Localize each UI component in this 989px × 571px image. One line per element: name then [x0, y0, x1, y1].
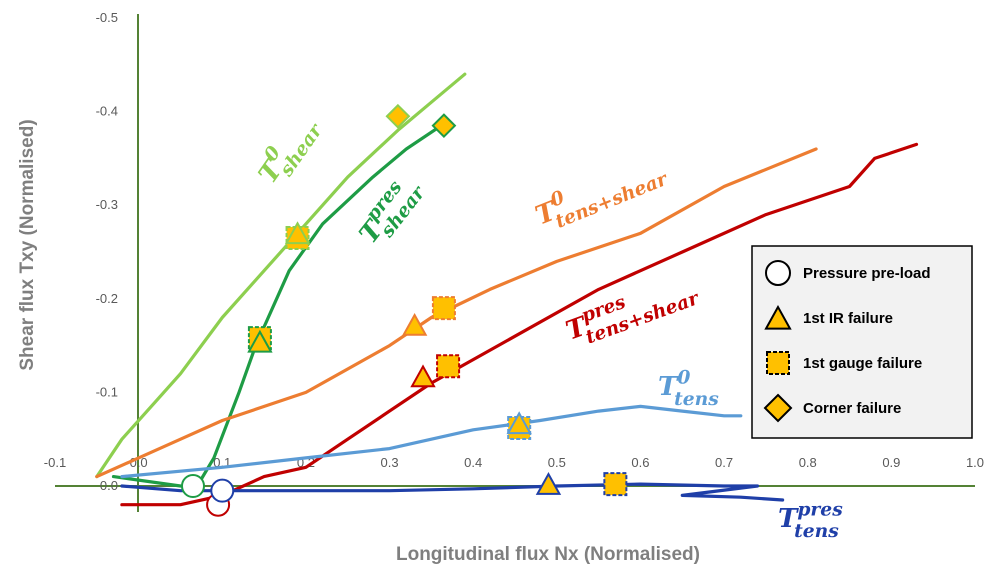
x-tick-label: 0.6	[631, 455, 649, 470]
series-label-sup: pres	[797, 498, 843, 520]
legend-item-1: 1st IR failure	[764, 304, 893, 330]
x-tick-label: 0.7	[715, 455, 733, 470]
x-axis-title: Longitudinal flux Nx (Normalised)	[396, 544, 700, 565]
legend-label: Pressure pre-load	[803, 265, 931, 282]
x-tick-label: 0.9	[882, 455, 900, 470]
series-label-base: T	[658, 372, 679, 402]
legend-item-3: Corner failure	[763, 393, 901, 423]
marker-layer	[181, 103, 628, 517]
x-tick-label: 0.8	[799, 455, 817, 470]
series-label-base: T	[778, 504, 799, 534]
x-tick-label: 1.0	[966, 455, 984, 470]
series-label-sub: tens	[674, 388, 719, 410]
triangle-marker-series-4	[506, 411, 532, 435]
svg-text:tens: tens	[794, 520, 839, 542]
diamond-marker-series-1	[431, 113, 457, 139]
y-tick-label: -0.2	[96, 291, 118, 306]
y-tick-label: 0.0	[100, 478, 118, 493]
square-dashed-marker-series-5	[603, 472, 628, 497]
y-tick-label: -0.5	[96, 10, 118, 25]
triangle-marker-series-0	[284, 221, 311, 245]
legend-circle-icon	[765, 260, 791, 286]
circle-marker-series-5	[210, 478, 235, 503]
circle-marker-series-1	[181, 474, 205, 498]
svg-text:tens: tens	[674, 388, 719, 410]
x-tick-label: 0.5	[548, 455, 566, 470]
legend-diamond-icon	[763, 393, 793, 423]
triangle-marker-series-2	[401, 312, 428, 336]
legend-label: 1st IR failure	[803, 310, 893, 327]
legend-label: Corner failure	[803, 400, 901, 417]
tick-labels: -0.1 0.0 0.1 0.2 0.3 0.4 0.5 0.6 0.7 0.8 0.9 1.0-0.…	[44, 10, 984, 493]
y-tick-label: -0.1	[96, 384, 118, 399]
x-tick-label: 0.4	[464, 455, 482, 470]
y-tick-label: -0.3	[96, 197, 118, 212]
y-tick-label: -0.4	[96, 104, 118, 119]
legend-triangle-icon	[764, 304, 792, 330]
triangle-marker-series-5	[535, 472, 562, 495]
series-line-4	[120, 404, 743, 479]
x-tick-label: -0.1	[44, 455, 66, 470]
svg-text:T0: T0	[658, 366, 690, 402]
square-dashed-marker-series-2	[431, 296, 456, 321]
legend-label: 1st gauge failure	[803, 355, 922, 372]
series-line-0	[95, 72, 467, 479]
square-dashed-marker-series-3	[436, 354, 461, 379]
series-label-sup: 0	[677, 366, 690, 388]
svg-text:Tpres: Tpres	[778, 498, 843, 534]
triangle-marker-series-3	[410, 364, 436, 388]
x-tick-label: 0.3	[381, 455, 399, 470]
legend-item-2: 1st gauge failure	[766, 351, 922, 375]
triangle-marker-series-1	[247, 329, 273, 353]
legend-item-0: Pressure pre-load	[765, 260, 931, 286]
diamond-marker-series-0	[385, 103, 411, 129]
legend-square-icon	[766, 351, 790, 375]
series-label-sub: tens	[794, 520, 839, 542]
y-axis-title: Shear flux Txy (Normalised)	[17, 119, 38, 370]
legend: Pressure pre-load 1st IR failure 1st gauge…	[751, 245, 973, 439]
